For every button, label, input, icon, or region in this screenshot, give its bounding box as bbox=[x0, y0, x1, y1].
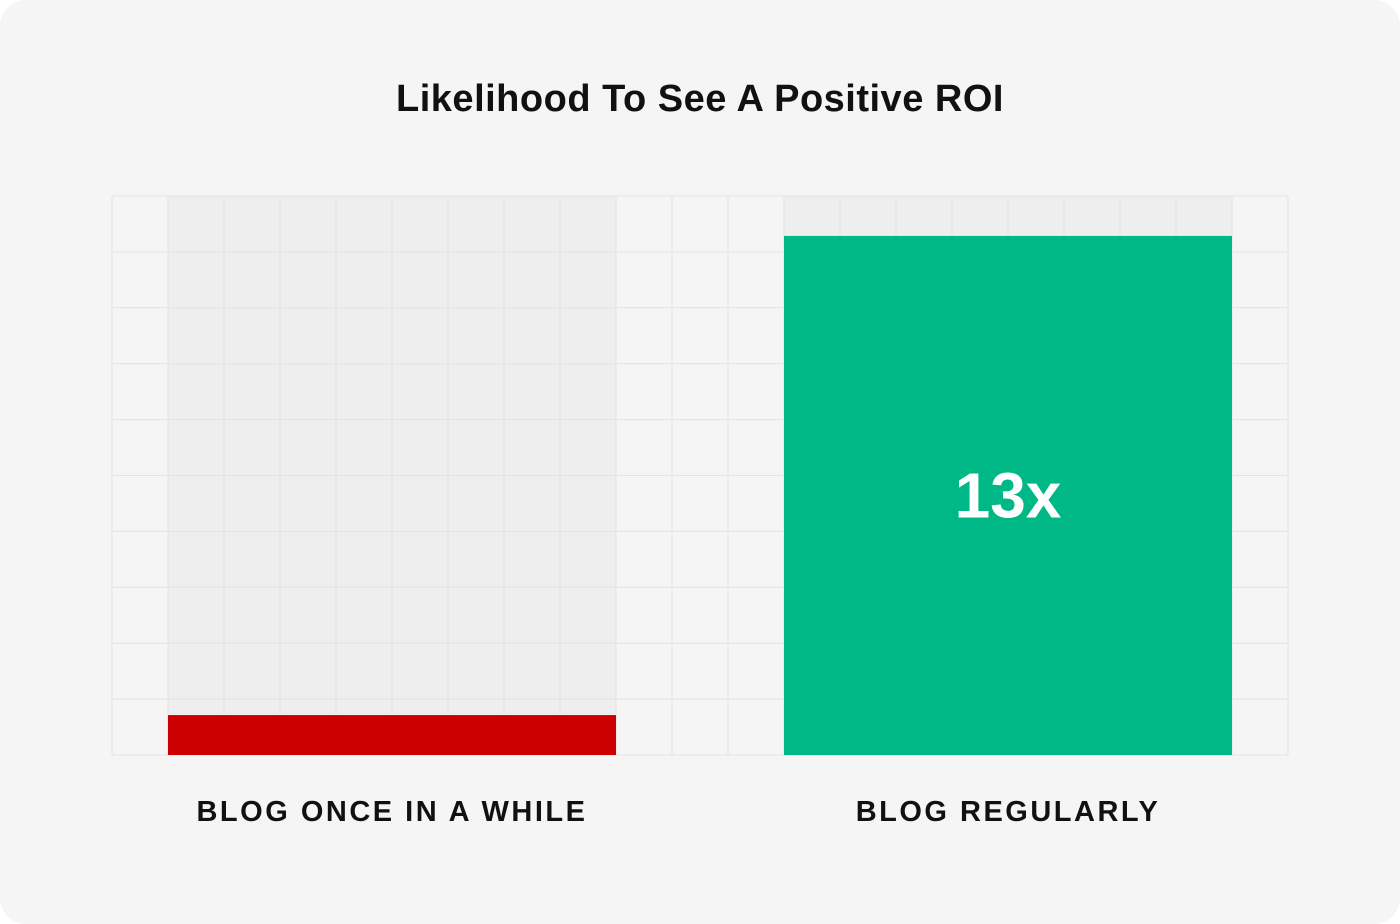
bar bbox=[784, 235, 1232, 755]
bar bbox=[168, 715, 616, 755]
category-label: BLOG REGULARLY bbox=[856, 796, 1161, 828]
bar-value-label: 13x bbox=[955, 459, 1062, 531]
chart-title: Likelihood To See A Positive ROI bbox=[396, 78, 1004, 120]
category-label: BLOG ONCE IN A WHILE bbox=[196, 796, 587, 828]
